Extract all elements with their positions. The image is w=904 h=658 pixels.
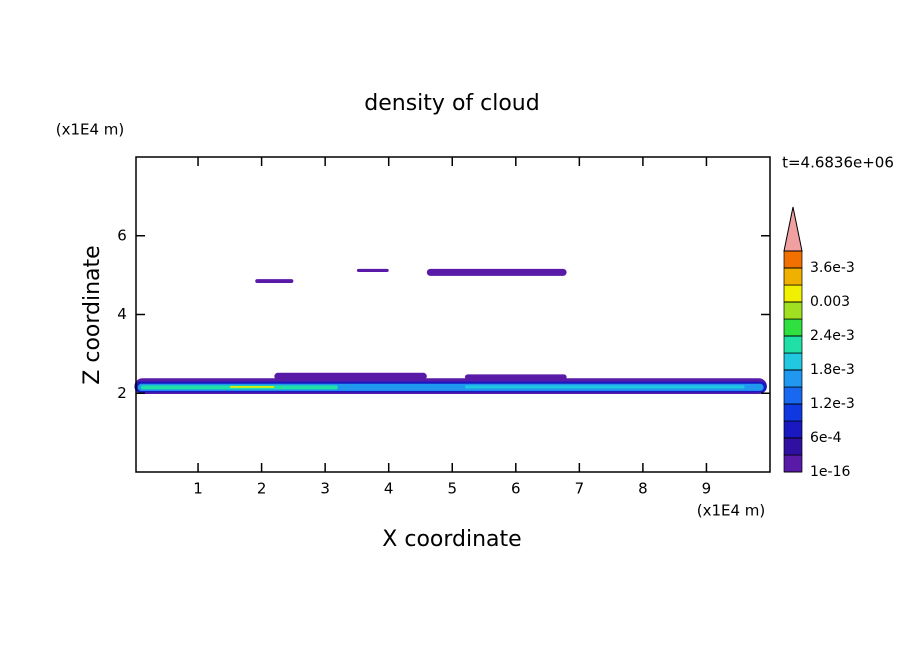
colorbar-level bbox=[783, 386, 803, 405]
x-tick-label: 4 bbox=[384, 480, 394, 498]
colorbar-over bbox=[783, 206, 803, 252]
colorbar-tick-label: 2.4e-3 bbox=[810, 328, 855, 344]
x-tick-label: 1 bbox=[193, 480, 203, 498]
y-tick-label: 6 bbox=[117, 226, 127, 244]
colorbar-level bbox=[783, 403, 803, 422]
colorbar-tick-label: 0.003 bbox=[810, 294, 850, 310]
colorbar-level bbox=[783, 352, 803, 371]
x-tick-label: 6 bbox=[511, 480, 521, 498]
colorbar-level bbox=[783, 454, 803, 473]
chart-title: density of cloud bbox=[364, 91, 539, 116]
contour-patch bbox=[356, 268, 389, 272]
plot-frame bbox=[135, 156, 771, 473]
y-tick-label: 4 bbox=[117, 305, 127, 323]
colorbar-level bbox=[783, 267, 803, 286]
x-tick-label: 7 bbox=[575, 480, 585, 498]
contour-patch bbox=[229, 386, 275, 388]
x-tick-label: 8 bbox=[638, 480, 648, 498]
colorbar-level bbox=[783, 437, 803, 456]
colorbar-level bbox=[783, 250, 803, 269]
colorbar-level bbox=[783, 335, 803, 354]
colorbar-level bbox=[783, 420, 803, 439]
colorbar-tick-label: 3.6e-3 bbox=[810, 260, 855, 276]
y-unit: (x1E4 m) bbox=[56, 121, 125, 139]
contour-patch bbox=[274, 372, 427, 380]
colorbar-tick-label: 1e-16 bbox=[810, 464, 850, 480]
colorbar-level bbox=[783, 301, 803, 320]
y-axis-label: Z coordinate bbox=[80, 245, 105, 384]
colorbar-level bbox=[783, 284, 803, 303]
x-unit: (x1E4 m) bbox=[697, 502, 766, 520]
y-tick-label: 2 bbox=[117, 384, 127, 402]
x-tick-label: 5 bbox=[447, 480, 457, 498]
colorbar-tick-label: 1.2e-3 bbox=[810, 396, 855, 412]
contour-patch bbox=[255, 279, 294, 283]
contour-patch bbox=[464, 385, 745, 389]
x-tick-label: 9 bbox=[702, 480, 712, 498]
time-label: t=4.6836e+06 bbox=[782, 154, 894, 172]
x-axis-label: X coordinate bbox=[382, 527, 521, 552]
x-tick-label: 2 bbox=[257, 480, 267, 498]
colorbar-tick-label: 6e-4 bbox=[810, 430, 842, 446]
contour-patch bbox=[464, 374, 567, 380]
colorbar-tick-label: 1.8e-3 bbox=[810, 362, 855, 378]
x-tick-label: 3 bbox=[320, 480, 330, 498]
colorbar-level bbox=[783, 318, 803, 337]
colorbar-level bbox=[783, 369, 803, 388]
contour-patch bbox=[426, 268, 567, 276]
